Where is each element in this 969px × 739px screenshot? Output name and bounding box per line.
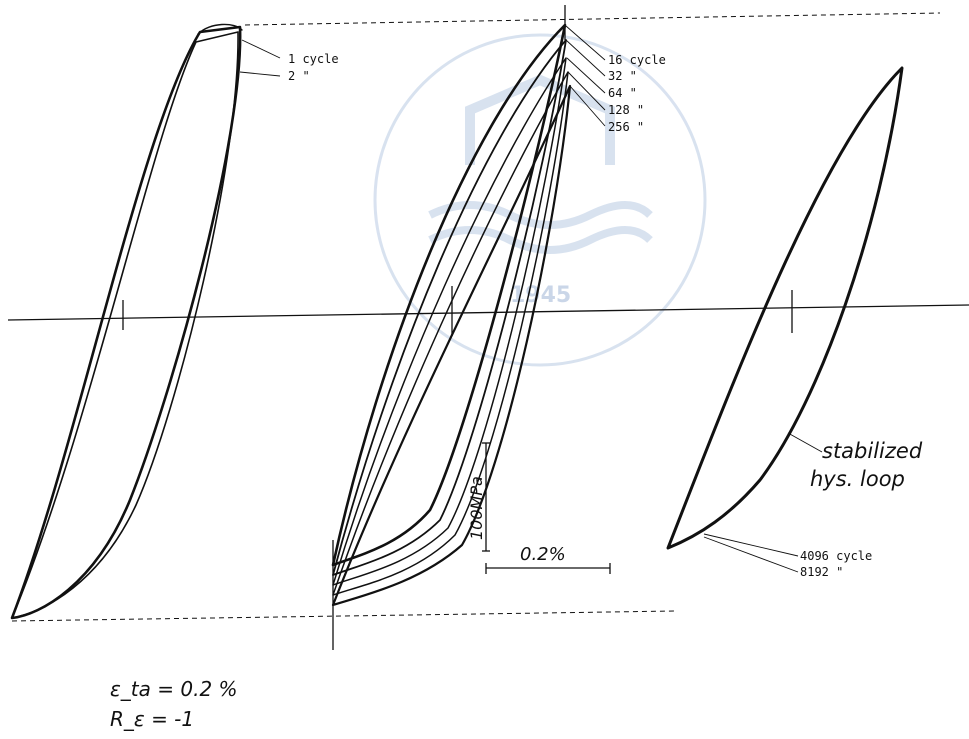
label-32-cycle: 32 ": [608, 69, 637, 83]
callout-leader: [787, 432, 823, 453]
label-16-cycle: 16 cycle: [608, 53, 666, 67]
label-4096-cycle: 4096 cycle: [800, 549, 872, 563]
leader-left-1: [241, 39, 281, 59]
panel-middle-loops: [331, 5, 572, 650]
leader-right-1: [703, 533, 799, 557]
stabilized-callout-line1: stabilized: [822, 439, 923, 463]
strain-amplitude-label: ε_ta = 0.2 %: [110, 677, 238, 701]
stress-scale-label: 100MPa: [467, 476, 486, 540]
leader-right-2: [703, 536, 799, 573]
leader-middle-1: [565, 25, 606, 61]
strain-ratio-label: R_ε = -1: [110, 707, 194, 731]
label-128-cycle: 128 ": [608, 103, 644, 117]
lower-reference-line: [11, 610, 676, 622]
label-256-cycle: 256 ": [608, 120, 644, 134]
university-seal-watermark: 1945: [373, 33, 707, 367]
stabilized-callout-line2: hys. loop: [810, 467, 905, 491]
label-64-cycle: 64 ": [608, 86, 637, 100]
label-1-cycle: 1 cycle: [288, 52, 339, 66]
leader-middle-2: [565, 39, 606, 77]
panel-left-loops: [10, 23, 243, 620]
strain-scale-label: 0.2%: [520, 544, 566, 565]
leader-middle-5: [569, 85, 606, 127]
leader-left-2: [239, 71, 281, 77]
upper-reference-line: [244, 12, 941, 26]
label-8192-cycle: 8192 ": [800, 565, 843, 579]
watermark-year: 1945: [510, 283, 571, 308]
leader-middle-4: [567, 71, 606, 111]
label-2-cycle: 2 ": [288, 69, 310, 83]
panel-right-loop: [666, 66, 904, 550]
strain-axis: [7, 304, 969, 321]
leader-middle-3: [566, 57, 606, 94]
